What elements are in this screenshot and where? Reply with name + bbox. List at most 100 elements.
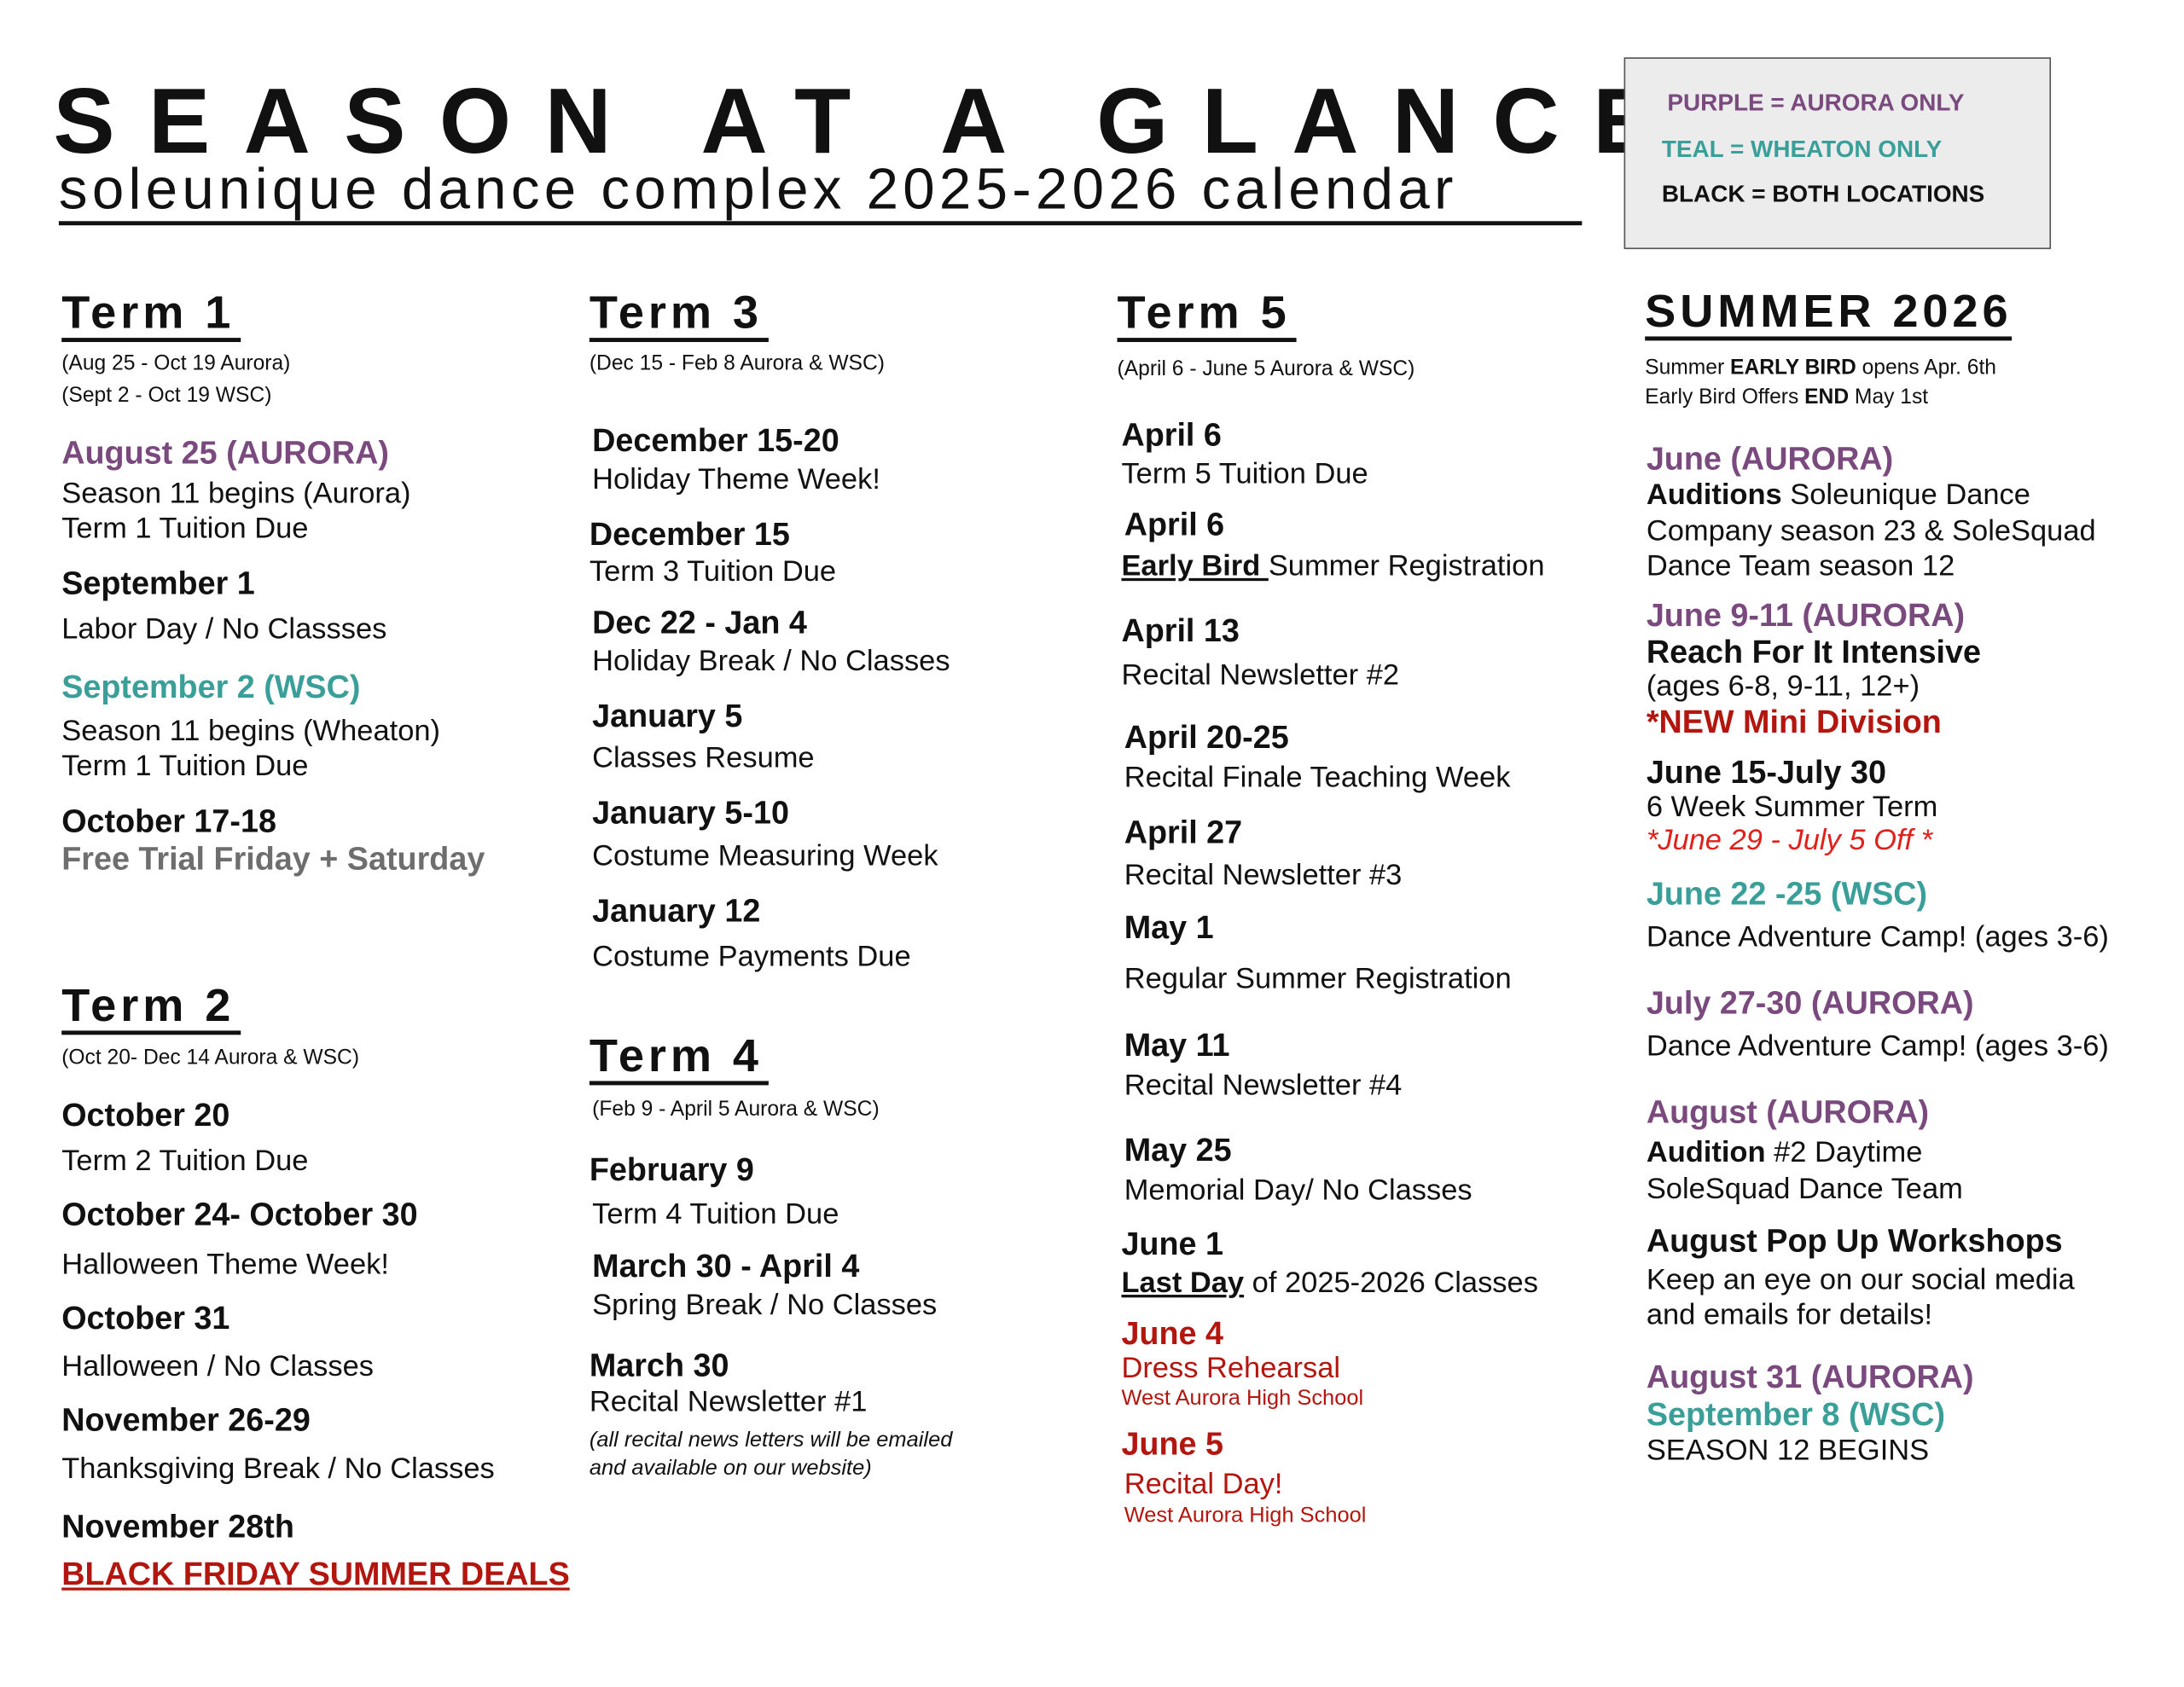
event-text: *NEW Mini Division — [1646, 703, 1942, 740]
event-note: *June 29 - July 5 Off * — [1646, 824, 1933, 857]
color-legend: PURPLE = AURORA ONLY TEAL = WHEATON ONLY… — [1623, 57, 2052, 250]
event-text: Auditions Soleunique Dance — [1647, 478, 2030, 512]
emphasis-text: Early Bird — [1121, 550, 1269, 583]
event-text: Costume Payments Due — [592, 940, 911, 973]
event-date: March 30 - April 4 — [592, 1247, 860, 1284]
term-range: (Sept 2 - Oct 19 WSC) — [61, 383, 272, 408]
event-date: January 5 — [592, 697, 743, 734]
event-date: June 22 -25 (WSC) — [1646, 875, 1928, 912]
event-date: October 17-18 — [61, 802, 276, 839]
event-date: August 25 (AURORA) — [61, 434, 389, 471]
event-date: July 27-30 (AURORA) — [1646, 984, 1974, 1021]
event-location: West Aurora High School — [1121, 1386, 1364, 1411]
event-date: December 15 — [589, 515, 790, 553]
summer-intro: Summer EARLY BIRD opens Apr. 6th — [1645, 356, 1996, 380]
event-text: Early Bird Summer Registration — [1121, 550, 1544, 583]
event-text: Recital Newsletter #1 — [589, 1385, 868, 1418]
event-date: January 5-10 — [592, 794, 789, 831]
term-range: (Dec 15 - Feb 8 Aurora & WSC) — [589, 351, 885, 376]
text-segment: Soleunique Dance — [1781, 478, 2030, 512]
emphasis-text: Auditions — [1646, 478, 1782, 512]
event-text: Term 2 Tuition Due — [61, 1145, 309, 1178]
term-heading: Term 5 — [1117, 287, 1297, 343]
event-text: Company season 23 & SoleSquad — [1646, 515, 2096, 548]
event-text: Dance Team season 12 — [1646, 550, 1955, 583]
text-segment: Early Bird Offers — [1645, 385, 1805, 409]
event-text: Term 5 Tuition Due — [1121, 457, 1368, 490]
page-title: SEASON AT A GLANCE — [53, 68, 1688, 172]
event-text: Regular Summer Registration — [1124, 963, 1512, 995]
text-segment: opens Apr. 6th — [1856, 356, 1996, 380]
event-text: Term 1 Tuition Due — [61, 750, 309, 783]
summer-intro: Early Bird Offers END May 1st — [1645, 386, 1928, 409]
term-range: (April 6 - June 5 Aurora & WSC) — [1117, 357, 1415, 381]
event-text: Recital Newsletter #3 — [1124, 859, 1403, 892]
event-text: Recital Finale Teaching Week — [1124, 761, 1511, 794]
term-heading: Term 1 — [61, 287, 241, 343]
text-segment: of 2025-2026 Classes — [1244, 1267, 1538, 1299]
event-text: Memorial Day/ No Classes — [1124, 1174, 1472, 1207]
event-text: Halloween Theme Week! — [61, 1248, 389, 1281]
event-date: November 26-29 — [61, 1401, 311, 1438]
event-date: March 30 — [589, 1347, 729, 1383]
event-date: October 20 — [61, 1096, 230, 1133]
event-date: Dec 22 - Jan 4 — [592, 603, 807, 641]
text-segment: #2 Daytime — [1765, 1136, 1923, 1169]
event-date: April 6 — [1124, 505, 1225, 542]
event-text: Free Trial Friday + Saturday — [61, 840, 485, 877]
event-date: November 28th — [61, 1507, 294, 1545]
event-date: April 27 — [1124, 813, 1243, 850]
event-text: Term 4 Tuition Due — [592, 1197, 839, 1231]
event-note: and available on our website) — [589, 1456, 872, 1481]
event-text: Thanksgiving Break / No Classes — [61, 1452, 495, 1486]
event-text: Costume Measuring Week — [592, 839, 938, 872]
event-date: December 15-20 — [592, 421, 839, 459]
event-text: SoleSquad Dance Team — [1646, 1173, 1963, 1206]
event-date: September 2 (WSC) — [61, 668, 361, 704]
emphasis-text: EARLY BIRD — [1730, 356, 1856, 380]
event-date: May 1 — [1124, 908, 1214, 946]
event-text: Last Day of 2025-2026 Classes — [1121, 1267, 1538, 1300]
event-date: June 5 — [1121, 1425, 1224, 1462]
event-text: Dance Adventure Camp! (ages 3-6) — [1646, 1029, 2109, 1063]
event-date: June (AURORA) — [1646, 439, 1894, 477]
event-note: (all recital news letters will be emaile… — [589, 1428, 953, 1452]
event-date: February 9 — [589, 1151, 754, 1188]
event-text: Audition #2 Daytime — [1647, 1137, 1923, 1170]
event-text: Recital Newsletter #2 — [1121, 659, 1400, 692]
event-text: Term 1 Tuition Due — [61, 512, 309, 545]
black-friday-link[interactable]: BLACK FRIDAY SUMMER DEALS — [61, 1555, 570, 1592]
page-subtitle: soleunique dance complex 2025-2026 calen… — [58, 157, 1583, 226]
term-range: (Feb 9 - April 5 Aurora & WSC) — [592, 1097, 880, 1122]
event-date: August (AURORA) — [1646, 1093, 1930, 1130]
event-date: September 8 (WSC) — [1646, 1395, 1946, 1433]
event-text: Spring Break / No Classes — [592, 1289, 938, 1322]
event-text: Term 3 Tuition Due — [589, 555, 837, 588]
event-date: January 12 — [592, 891, 761, 929]
legend-black: BLACK = BOTH LOCATIONS — [1661, 180, 1985, 207]
event-date: August 31 (AURORA) — [1646, 1358, 1974, 1394]
event-text: Labor Day / No Classses — [61, 612, 387, 646]
term-heading: Term 2 — [61, 980, 241, 1035]
event-text: Dance Adventure Camp! (ages 3-6) — [1646, 920, 2109, 954]
event-text: Halloween / No Classes — [61, 1350, 375, 1383]
term-range: (Aug 25 - Oct 19 Aurora) — [61, 351, 291, 376]
event-date: May 11 — [1124, 1026, 1230, 1064]
emphasis-text: END — [1804, 385, 1850, 409]
term-range: (Oct 20- Dec 14 Aurora & WSC) — [61, 1046, 360, 1070]
event-date: April 13 — [1121, 612, 1240, 649]
event-text: Recital Newsletter #4 — [1124, 1069, 1403, 1102]
event-text: and emails for details! — [1646, 1298, 1933, 1331]
event-date: April 20-25 — [1124, 718, 1289, 756]
emphasis-text: Audition — [1646, 1136, 1766, 1169]
text-segment: May 1st — [1849, 385, 1929, 409]
event-text: SEASON 12 BEGINS — [1646, 1435, 1930, 1467]
event-date: June 4 — [1121, 1314, 1224, 1352]
event-text: Holiday Theme Week! — [592, 463, 880, 496]
emphasis-text: Last Day — [1121, 1267, 1245, 1299]
event-text: Reach For It Intensive — [1646, 633, 1982, 670]
event-date: May 25 — [1124, 1131, 1232, 1168]
event-text: Season 11 begins (Aurora) — [61, 477, 411, 510]
event-text: Classes Resume — [592, 741, 815, 774]
